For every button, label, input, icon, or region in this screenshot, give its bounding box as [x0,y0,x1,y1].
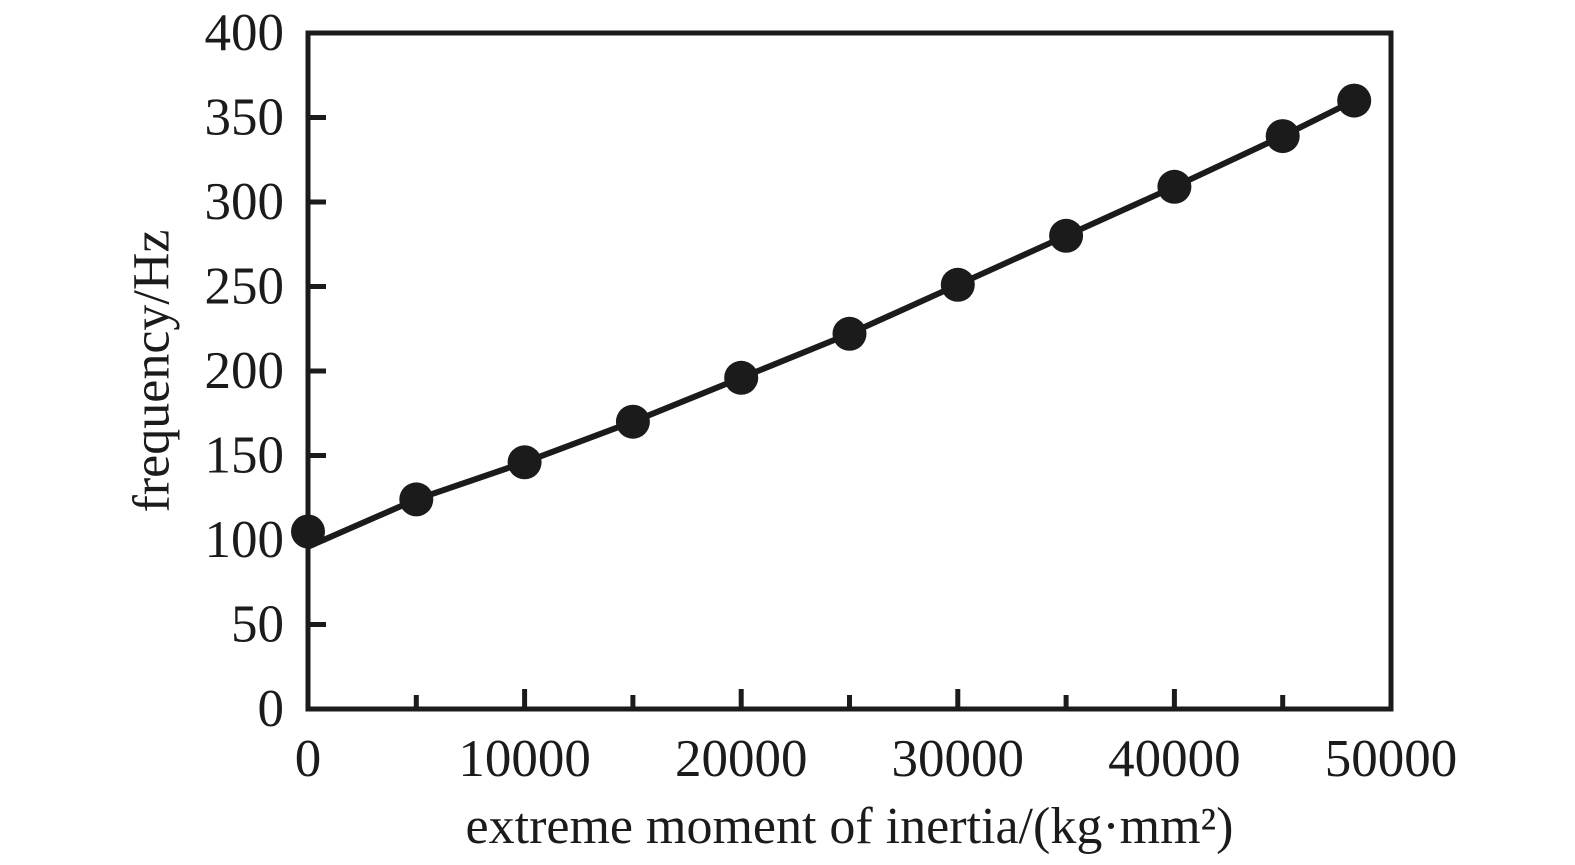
data-point [399,482,434,517]
x-tick-label: 10000 [458,730,591,788]
y-tick-label: 100 [205,511,285,569]
x-tick-label: 50000 [1325,730,1458,788]
y-tick-label: 200 [205,342,285,400]
plot-frame [305,30,1394,712]
data-point [724,360,759,395]
y-tick-label: 150 [205,427,285,485]
y-tick-label: 350 [205,89,285,147]
axis-tick-labels: 0 50 100 150 200 250 300 350 400 0 10000 20000 30000… [205,4,1458,788]
data-point [291,514,325,549]
data-point [615,404,650,439]
y-tick-label: 50 [231,596,284,654]
data-point [940,267,975,302]
y-tick-label: 0 [258,680,285,738]
x-tick-label: 0 [295,730,322,788]
data-point [1265,119,1300,154]
fit-line [306,97,1356,550]
x-tick-label: 40000 [1108,730,1241,788]
data-point [1157,169,1192,204]
y-tick-label: 250 [205,258,285,316]
x-tick-label: 20000 [675,730,808,788]
data-point [1337,83,1372,118]
data-point [832,316,867,351]
data-point [1049,218,1084,253]
data-series [291,83,1372,550]
data-point [507,445,542,480]
y-axis-title: frequency/Hz [124,230,181,513]
y-tick-label: 400 [205,4,285,62]
x-tick-label: 30000 [892,730,1025,788]
y-tick-label: 300 [205,173,285,231]
plot-frame-box [305,30,1394,712]
axis-ticks [308,115,1286,709]
x-axis-title: extreme moment of inertia/(kg·mm²) [466,798,1234,855]
